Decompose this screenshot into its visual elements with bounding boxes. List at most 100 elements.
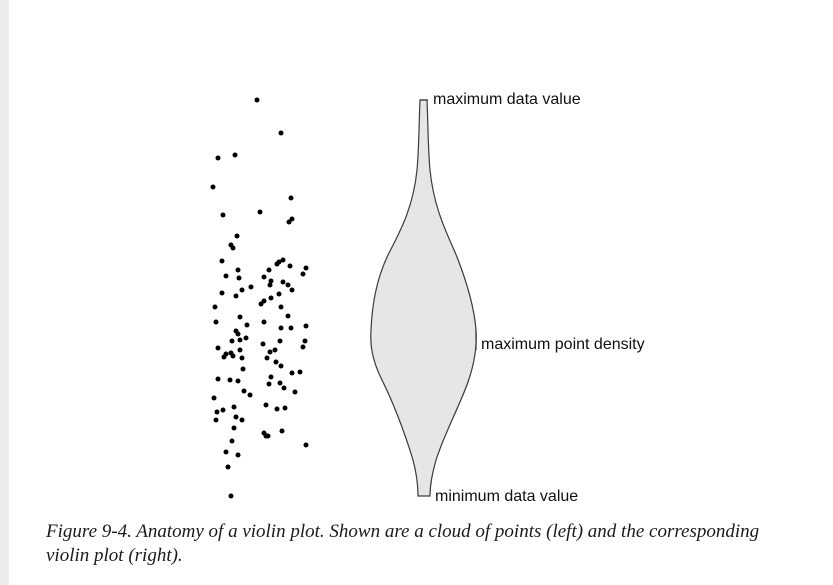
data-point (239, 417, 245, 423)
data-point (231, 425, 237, 431)
caption-text: Anatomy of a violin plot. Shown are a cl… (46, 521, 760, 566)
violin-shape (370, 99, 477, 497)
data-point (241, 388, 247, 394)
data-point (279, 428, 285, 434)
data-point (277, 338, 283, 344)
data-point (233, 414, 239, 420)
data-point (220, 407, 226, 413)
caption-figure-number: Figure 9-4. (46, 521, 137, 542)
data-point (239, 287, 245, 293)
data-point (235, 331, 241, 337)
figure-caption: Figure 9-4. Anatomy of a violin plot. Sh… (46, 520, 806, 568)
data-point (219, 258, 225, 264)
data-point (239, 355, 245, 361)
data-point (227, 377, 233, 383)
data-point (211, 395, 217, 401)
data-point (235, 378, 241, 384)
data-point (280, 279, 286, 285)
data-point (231, 404, 237, 410)
page-margin-strip (0, 0, 9, 585)
data-point (272, 347, 278, 353)
data-point (303, 265, 309, 271)
data-point (287, 263, 293, 269)
data-point (215, 345, 221, 351)
data-point (261, 319, 267, 325)
data-point (278, 304, 284, 310)
data-point (300, 344, 306, 350)
data-point (228, 493, 234, 499)
data-point (215, 155, 221, 161)
data-point (213, 319, 219, 325)
data-point (219, 290, 225, 296)
data-point (212, 304, 218, 310)
data-point (235, 267, 241, 273)
data-point (303, 323, 309, 329)
data-point (266, 381, 272, 387)
data-point (300, 271, 306, 277)
max-data-value-label: maximum data value (433, 91, 581, 108)
data-point (285, 313, 291, 319)
max-point-density-label: maximum point density (481, 336, 645, 353)
data-point (235, 452, 241, 458)
data-point (276, 291, 282, 297)
point-cloud (210, 97, 309, 499)
data-point (268, 374, 274, 380)
data-point (297, 369, 303, 375)
data-point (258, 301, 264, 307)
data-point (274, 261, 280, 267)
data-point (232, 152, 238, 158)
data-point (237, 347, 243, 353)
data-point (264, 355, 270, 361)
data-point (223, 273, 229, 279)
data-point (265, 433, 271, 439)
data-point (233, 293, 239, 299)
data-point (220, 212, 226, 218)
data-point (278, 363, 284, 369)
data-point (248, 284, 254, 290)
data-point (288, 195, 294, 201)
data-point (229, 438, 235, 444)
data-point (244, 322, 250, 328)
data-point (277, 380, 283, 386)
data-point (278, 130, 284, 136)
data-point (281, 385, 287, 391)
data-point (282, 405, 288, 411)
data-point (268, 278, 274, 284)
data-point (237, 314, 243, 320)
data-point (240, 366, 246, 372)
data-point (243, 335, 249, 341)
data-point (254, 97, 260, 103)
data-point (234, 233, 240, 239)
data-point (257, 209, 263, 215)
data-point (223, 449, 229, 455)
data-point (286, 219, 292, 225)
data-point (230, 245, 236, 251)
data-point (274, 406, 280, 412)
data-point (214, 409, 220, 415)
data-point (267, 349, 273, 355)
data-point (289, 370, 295, 376)
data-point (210, 184, 216, 190)
data-point (289, 287, 295, 293)
data-point (221, 354, 227, 360)
data-point (266, 267, 272, 273)
data-point (215, 376, 221, 382)
data-point (236, 275, 242, 281)
data-point (280, 257, 286, 263)
min-data-value-label: minimum data value (435, 488, 579, 505)
data-point (213, 417, 219, 423)
data-point (303, 442, 309, 448)
data-point (247, 392, 253, 398)
data-point (263, 402, 269, 408)
data-point (267, 282, 273, 288)
data-point (292, 389, 298, 395)
data-point (225, 464, 231, 470)
data-point (230, 353, 236, 359)
violin-anatomy-figure (210, 97, 477, 499)
data-point (268, 295, 274, 301)
data-point (229, 338, 235, 344)
data-point (302, 338, 308, 344)
data-point (273, 359, 279, 365)
data-point (261, 274, 267, 280)
data-point (237, 337, 243, 343)
